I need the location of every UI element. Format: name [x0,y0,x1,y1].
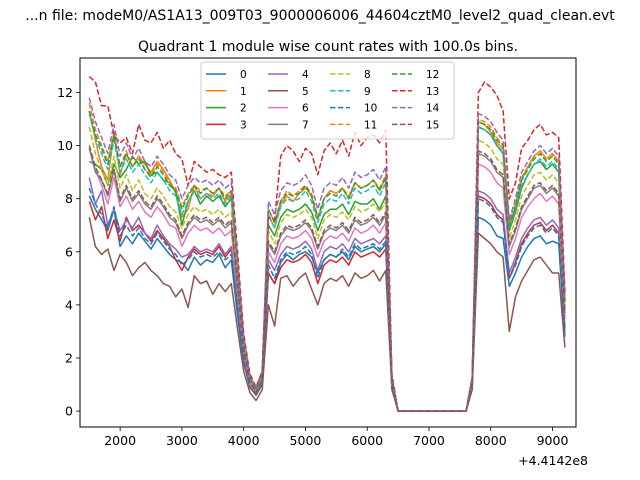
series-line-10 [88,187,566,412]
legend-label-12: 12 [426,69,439,81]
series-line-12 [88,110,566,412]
legend-label-8: 8 [364,69,371,81]
legend-label-7: 7 [302,119,309,131]
legend-label-15: 15 [426,119,439,131]
legend-label-13: 13 [426,86,439,98]
series-layer [88,76,566,412]
series-line-7 [88,148,566,412]
legend-label-11: 11 [364,119,377,131]
y-tick-label: 8 [65,191,73,206]
x-tick-label: 5000 [290,433,322,448]
chart-title: Quadrant 1 module wise count rates with … [138,39,518,55]
series-line-5 [88,217,566,412]
series-line-4 [88,177,566,412]
legend-label-4: 4 [302,69,309,81]
legend-label-3: 3 [240,119,247,131]
series-line-15 [88,145,566,412]
x-tick-label: 6000 [351,433,383,448]
y-tick-label: 6 [65,244,73,259]
x-tick-label: 3000 [166,433,198,448]
series-line-3 [88,195,566,412]
series-line-11 [88,102,566,412]
legend-label-2: 2 [240,103,247,115]
legend-label-10: 10 [364,103,377,115]
series-line-9 [88,113,566,412]
y-axis: 0 2 4 6 8 10 12 [57,85,80,419]
figure-suptitle: ...n file: modeM0/AS1A13_009T03_90000060… [25,8,615,24]
series-line-14 [88,97,566,412]
legend-label-6: 6 [302,103,309,115]
y-tick-label: 10 [57,138,73,153]
x-tick-label: 9000 [537,433,569,448]
y-tick-label: 4 [65,297,73,312]
legend-label-0: 0 [240,69,247,81]
x-tick-label: 7000 [413,433,445,448]
legend-label-5: 5 [302,86,309,98]
y-tick-label: 12 [57,85,73,100]
y-tick-label: 2 [65,350,73,365]
legend-box [200,61,455,140]
legend-label-14: 14 [426,103,440,115]
x-tick-label: 4000 [228,433,260,448]
legend-label-1: 1 [240,86,247,98]
series-line-6 [88,148,566,412]
x-tick-label: 2000 [104,433,136,448]
legend-label-9: 9 [364,86,371,98]
series-line-0 [88,195,566,412]
y-tick-label: 0 [65,404,73,419]
series-line-8 [88,126,566,412]
x-offset-label: +4.4142e8 [518,453,588,468]
x-axis: 2000 3000 4000 5000 6000 7000 8000 9000 [104,427,568,448]
x-tick-label: 8000 [475,433,507,448]
axes-frame [79,57,577,428]
